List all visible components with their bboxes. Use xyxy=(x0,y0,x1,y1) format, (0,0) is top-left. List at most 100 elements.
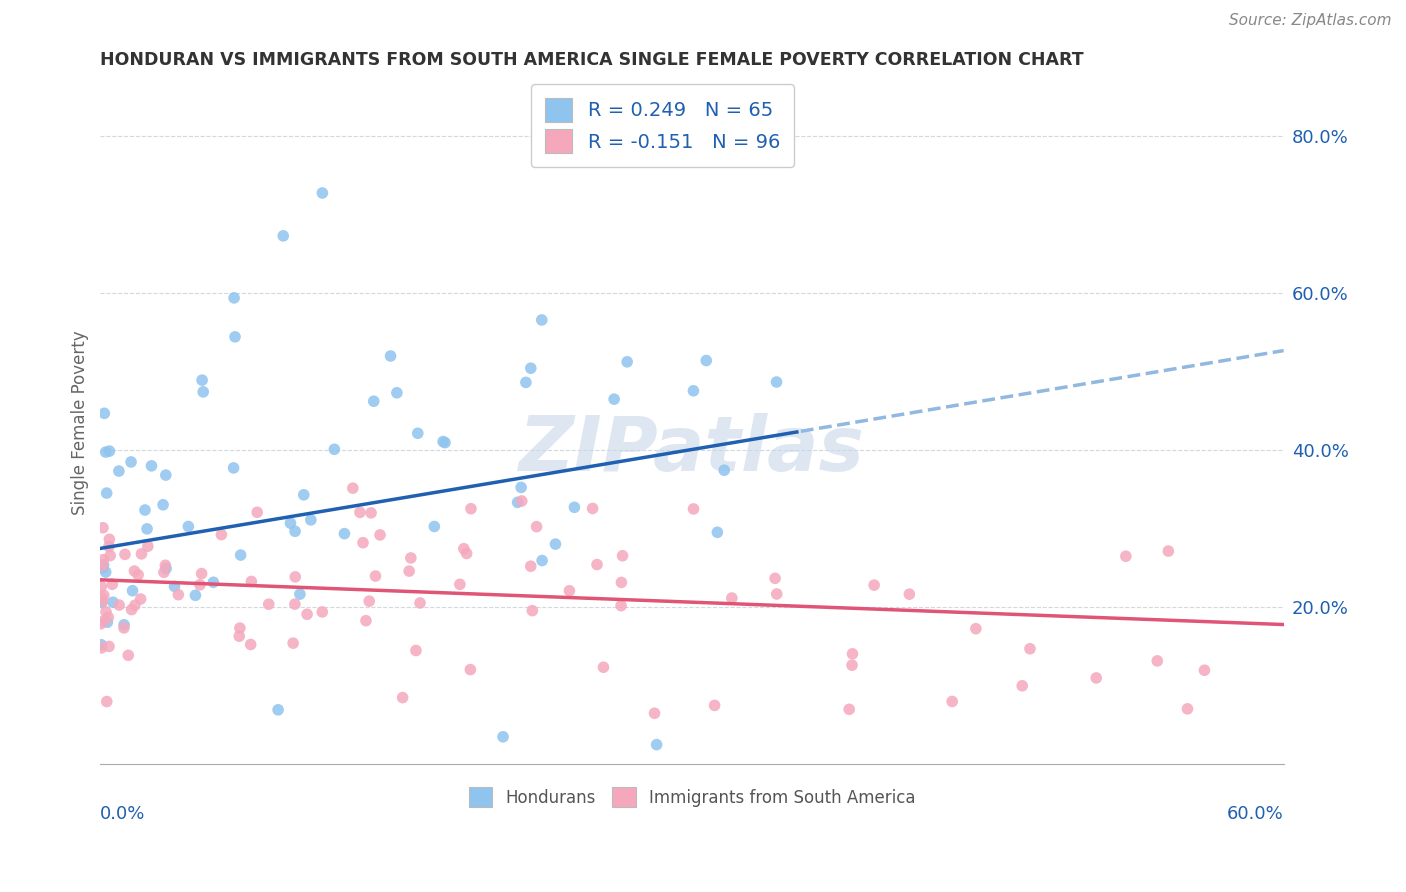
Point xyxy=(406,426,429,441)
Text: Source: ZipAtlas.com: Source: ZipAtlas.com xyxy=(1229,13,1392,29)
Point xyxy=(191,373,214,387)
Point xyxy=(209,527,232,541)
Point xyxy=(544,537,567,551)
Point xyxy=(721,591,744,605)
Y-axis label: Single Female Poverty: Single Female Poverty xyxy=(72,331,89,515)
Point xyxy=(506,495,529,509)
Text: HONDURAN VS IMMIGRANTS FROM SOUTH AMERICA SINGLE FEMALE POVERTY CORRELATION CHAR: HONDURAN VS IMMIGRANTS FROM SOUTH AMERIC… xyxy=(100,51,1084,69)
Point xyxy=(323,442,346,457)
Point xyxy=(333,526,356,541)
Point xyxy=(510,480,533,494)
Point xyxy=(405,643,427,657)
Point xyxy=(163,579,186,593)
Point xyxy=(965,622,987,636)
Point xyxy=(96,694,118,708)
Point xyxy=(93,588,115,602)
Point xyxy=(90,638,112,652)
Point xyxy=(610,575,633,590)
Point xyxy=(155,558,177,573)
Point xyxy=(91,594,114,608)
Point xyxy=(124,564,146,578)
Point xyxy=(1085,671,1108,685)
Point xyxy=(124,599,146,613)
Point xyxy=(765,375,787,389)
Point xyxy=(91,560,114,574)
Point xyxy=(121,602,143,616)
Legend: Hondurans, Immigrants from South America: Hondurans, Immigrants from South America xyxy=(463,780,922,814)
Point xyxy=(112,621,135,635)
Point xyxy=(531,553,554,567)
Point xyxy=(763,571,786,585)
Point xyxy=(108,598,131,612)
Point xyxy=(530,313,553,327)
Point xyxy=(460,501,482,516)
Point xyxy=(129,592,152,607)
Point xyxy=(121,583,143,598)
Point xyxy=(90,596,112,610)
Point xyxy=(520,361,543,376)
Point xyxy=(240,574,263,589)
Point xyxy=(188,578,211,592)
Point xyxy=(101,595,124,609)
Point xyxy=(224,291,246,305)
Point xyxy=(91,558,114,573)
Point xyxy=(93,558,115,572)
Point xyxy=(526,519,548,533)
Point xyxy=(682,502,704,516)
Point xyxy=(136,522,159,536)
Point xyxy=(91,552,114,566)
Point xyxy=(90,640,112,655)
Point xyxy=(90,580,112,594)
Text: 60.0%: 60.0% xyxy=(1227,805,1284,823)
Point xyxy=(311,605,333,619)
Point xyxy=(522,604,544,618)
Point xyxy=(644,706,666,721)
Point xyxy=(281,636,304,650)
Point xyxy=(586,558,609,572)
Point xyxy=(117,648,139,663)
Point xyxy=(456,546,478,560)
Point xyxy=(257,597,280,611)
Point xyxy=(423,519,446,533)
Point xyxy=(610,599,633,613)
Point xyxy=(96,615,118,630)
Point xyxy=(228,629,250,643)
Point xyxy=(1115,549,1137,564)
Point xyxy=(193,384,215,399)
Point xyxy=(841,647,863,661)
Point xyxy=(136,539,159,553)
Point xyxy=(349,505,371,519)
Point xyxy=(352,535,374,549)
Point xyxy=(645,738,668,752)
Point xyxy=(90,591,112,605)
Point xyxy=(1019,641,1042,656)
Point xyxy=(515,376,537,390)
Point xyxy=(91,521,114,535)
Point xyxy=(97,610,120,624)
Point xyxy=(492,730,515,744)
Point xyxy=(90,616,112,631)
Point xyxy=(153,566,176,580)
Point xyxy=(96,486,118,500)
Point xyxy=(558,583,581,598)
Point xyxy=(246,505,269,519)
Point xyxy=(941,694,963,708)
Point xyxy=(134,503,156,517)
Point xyxy=(93,406,115,420)
Point xyxy=(399,550,422,565)
Point xyxy=(202,575,225,590)
Point xyxy=(1157,544,1180,558)
Point xyxy=(519,559,541,574)
Point xyxy=(127,567,149,582)
Point xyxy=(368,528,391,542)
Point xyxy=(695,353,717,368)
Point xyxy=(91,614,114,628)
Point xyxy=(98,549,121,563)
Point xyxy=(432,434,454,449)
Point xyxy=(603,392,626,406)
Point xyxy=(354,614,377,628)
Point xyxy=(364,569,387,583)
Point xyxy=(299,513,322,527)
Point xyxy=(1177,702,1199,716)
Point xyxy=(713,463,735,477)
